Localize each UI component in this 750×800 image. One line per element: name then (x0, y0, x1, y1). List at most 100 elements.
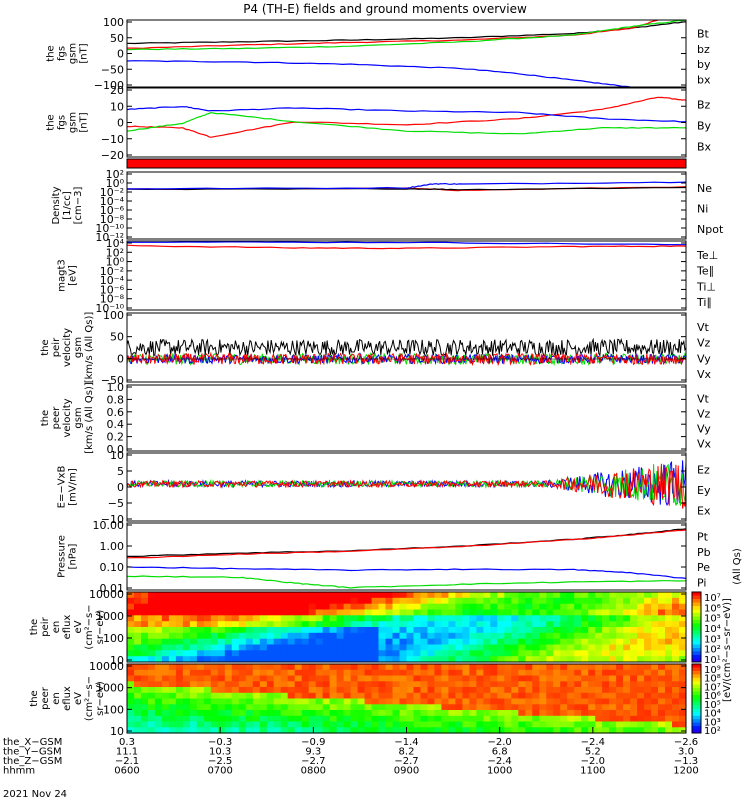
heatmap-cell (175, 681, 184, 688)
heatmap-cell (637, 632, 645, 640)
heatmap-cell (574, 727, 582, 734)
heatmap-cell (378, 687, 386, 694)
heatmap-cell (308, 721, 317, 728)
heatmap-cell (658, 710, 666, 717)
heatmap-cell (525, 710, 533, 717)
heatmap-cell (301, 721, 310, 728)
heatmap-cell (189, 669, 198, 677)
heatmap-cell (574, 632, 582, 640)
heatmap-cell (301, 592, 310, 599)
heatmap-cell (189, 592, 198, 599)
heatmap-cell (399, 715, 407, 723)
heatmap-cell (476, 664, 484, 671)
heatmap-cell (196, 603, 205, 610)
heatmap-cell (231, 727, 240, 734)
heatmap-cell (462, 681, 470, 688)
colorbar-tick-label: 10⁹ (704, 665, 721, 676)
heatmap-cell (399, 656, 407, 663)
heatmap-cell (490, 710, 498, 717)
heatmap-cell (182, 681, 191, 688)
heatmap-cell (441, 644, 449, 651)
panel-frame (126, 384, 687, 452)
heatmap-cell (532, 687, 540, 694)
heatmap-cell (343, 615, 352, 622)
heatmap-cell (448, 681, 456, 688)
heatmap-cell (406, 638, 414, 645)
heatmap-cell (364, 681, 373, 688)
heatmap-cell (315, 681, 324, 688)
heatmap-cell (175, 710, 184, 717)
heatmap-cell (532, 603, 540, 610)
heatmap-cell (364, 704, 373, 711)
heatmap-cell (532, 727, 540, 734)
heatmap-cell (238, 721, 247, 728)
heatmap-cell (560, 656, 568, 663)
heatmap-cell (672, 632, 680, 640)
heatmap-cell (539, 644, 547, 651)
heatmap-cell (455, 632, 463, 640)
heatmap-cell (287, 644, 296, 651)
heatmap-cell (623, 715, 631, 723)
heatmap-cell (148, 650, 156, 657)
heatmap-cell (161, 692, 170, 700)
y-axis-label: peer (51, 406, 62, 430)
heatmap-cell (385, 710, 393, 717)
heatmap-cell (273, 621, 282, 628)
series-group (127, 20, 686, 87)
heatmap-cell (252, 704, 261, 711)
heatmap-cell (560, 715, 568, 723)
heatmap-cell (651, 597, 659, 605)
heatmap-cell (371, 644, 380, 651)
heatmap-cell (266, 675, 275, 682)
heatmap-cell (476, 721, 484, 728)
heatmap-cell (609, 621, 617, 628)
heatmap-cell (182, 638, 191, 645)
heatmap-cell (588, 727, 596, 734)
heatmap-cell (127, 704, 135, 711)
heatmap-cell (182, 698, 191, 705)
heatmap-cell (399, 627, 407, 634)
heatmap-cell (672, 704, 680, 711)
y-axis-label: peir (51, 337, 62, 357)
heatmap-cells (127, 592, 687, 663)
heatmap-cell (574, 638, 582, 645)
heatmap-cell (280, 627, 289, 634)
heatmap-cell (581, 632, 589, 640)
heatmap-cell (315, 609, 324, 616)
heatmap-cell (595, 650, 603, 657)
heatmap-cell (175, 704, 184, 711)
heatmap-cell (259, 638, 268, 645)
heatmap-cell (504, 727, 512, 734)
heatmap-cell (448, 638, 456, 645)
heatmap-cell (511, 638, 519, 645)
series-Pe (127, 575, 686, 589)
heatmap-cell (168, 704, 177, 711)
heatmap-cell (168, 603, 177, 610)
heatmap-cell (679, 721, 687, 728)
heatmap-cell (322, 704, 331, 711)
heatmap-cell (141, 664, 149, 671)
heatmap-cell (539, 650, 547, 657)
heatmap-cell (616, 687, 624, 694)
heatmap-cell (182, 615, 191, 622)
heatmap-cell (413, 644, 421, 651)
heatmap-cell (483, 592, 491, 599)
heatmap-cell (658, 627, 666, 634)
heatmap-cell (154, 681, 163, 688)
heatmap-cell (658, 632, 666, 640)
heatmap-cell (644, 681, 652, 688)
heatmap-cell (609, 687, 617, 694)
heatmap-cell (301, 627, 310, 634)
heatmap-cell (567, 609, 575, 616)
heatmap-cell (595, 615, 603, 622)
heatmap-cell (134, 650, 142, 657)
heatmap-cell (154, 656, 163, 663)
heatmap-cell (420, 592, 428, 599)
heatmap-cell (504, 592, 512, 599)
heatmap-cell (483, 638, 491, 645)
heatmap-cell (259, 609, 268, 616)
y-tick-label: 10⁰ (106, 256, 125, 269)
heatmap-cell (448, 656, 456, 663)
heatmap-cell (679, 675, 687, 682)
heatmap-cell (168, 597, 177, 605)
